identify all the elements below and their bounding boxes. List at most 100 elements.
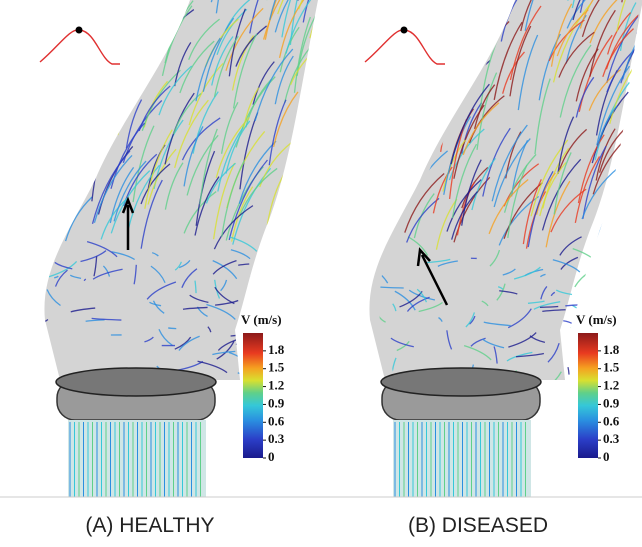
streamline xyxy=(311,337,338,346)
colorbar-tick-label: 1.8 xyxy=(268,342,285,357)
streamline xyxy=(50,8,68,51)
streamline xyxy=(49,116,74,188)
streamline xyxy=(603,182,621,228)
streamline xyxy=(23,350,40,359)
streamline xyxy=(85,14,108,79)
streamline xyxy=(54,57,82,102)
streamline xyxy=(589,275,618,280)
streamline xyxy=(67,89,99,162)
streamline xyxy=(563,321,571,324)
colorbar-tick-label: 1.2 xyxy=(603,378,619,393)
streamline xyxy=(51,113,81,169)
inset-dot xyxy=(401,27,408,34)
streamline xyxy=(289,259,290,277)
streamline xyxy=(636,372,642,374)
valve-top xyxy=(56,368,216,396)
caption: (B) DISEASED xyxy=(408,514,548,537)
colorbar xyxy=(578,333,598,458)
streamline xyxy=(297,256,323,264)
streamline xyxy=(90,15,114,83)
streamline xyxy=(312,13,343,58)
streamline xyxy=(49,131,64,209)
streamline xyxy=(370,165,392,212)
streamline xyxy=(456,14,481,67)
streamline xyxy=(392,43,416,83)
colorbar-tick-label: 1.5 xyxy=(268,360,285,375)
streamline xyxy=(601,295,609,313)
streamline xyxy=(404,0,422,15)
streamline xyxy=(367,367,380,384)
colorbar-title: V (m/s) xyxy=(241,312,282,327)
streamline xyxy=(637,132,642,178)
streamline xyxy=(385,69,412,119)
streamline xyxy=(145,0,165,53)
streamline xyxy=(619,267,639,281)
streamline xyxy=(81,101,103,147)
colorbar-tick-label: 0 xyxy=(603,449,610,464)
streamline xyxy=(591,266,602,268)
streamline xyxy=(633,60,642,139)
streamline xyxy=(250,276,258,284)
streamline xyxy=(291,359,311,378)
streamline xyxy=(86,97,110,154)
streamline xyxy=(399,107,423,182)
streamline xyxy=(303,167,323,217)
streamline xyxy=(149,0,174,5)
streamline xyxy=(295,295,299,309)
streamline xyxy=(65,0,83,22)
streamline xyxy=(98,0,115,21)
streamline xyxy=(48,0,64,31)
colorbar-tick-label: 0 xyxy=(268,449,275,464)
streamline xyxy=(309,298,313,304)
streamline xyxy=(309,343,310,347)
streamline xyxy=(595,203,614,248)
streamline xyxy=(53,120,92,177)
streamline xyxy=(47,237,50,253)
streamline xyxy=(260,267,284,274)
streamline xyxy=(50,13,84,88)
streamline xyxy=(452,0,485,66)
streamline xyxy=(568,367,569,374)
streamline xyxy=(458,0,483,58)
streamline xyxy=(47,145,78,219)
streamline xyxy=(278,301,280,309)
streamline xyxy=(135,27,152,79)
streamline xyxy=(282,178,305,248)
streamline xyxy=(298,307,299,324)
streamline xyxy=(431,25,463,94)
colorbar xyxy=(243,333,263,458)
streamline xyxy=(315,108,343,181)
streamline xyxy=(285,189,309,245)
streamline xyxy=(445,0,477,19)
streamline xyxy=(618,286,641,304)
streamline xyxy=(51,108,66,164)
streamline xyxy=(280,331,283,341)
streamline xyxy=(290,318,303,330)
streamline xyxy=(285,325,295,332)
streamline xyxy=(368,167,399,236)
streamline xyxy=(425,0,442,28)
colorbar-tick-label: 0.6 xyxy=(603,413,620,428)
streamline xyxy=(309,257,327,270)
streamline xyxy=(317,87,356,166)
streamline xyxy=(32,319,48,326)
colorbar-tick-label: 0.3 xyxy=(603,431,620,446)
streamline xyxy=(85,8,110,87)
colorbar-tick-label: 0.9 xyxy=(268,395,285,410)
streamline xyxy=(265,249,276,252)
streamline xyxy=(299,129,319,193)
streamline xyxy=(294,186,326,240)
inset-curve xyxy=(365,30,445,64)
flow-illustrations xyxy=(23,0,642,497)
streamline xyxy=(401,0,434,30)
streamline xyxy=(43,375,52,378)
streamline xyxy=(311,166,333,215)
streamline xyxy=(88,0,119,30)
streamline xyxy=(448,0,479,33)
streamline xyxy=(116,0,142,16)
streamline xyxy=(590,300,597,307)
streamline xyxy=(606,274,625,288)
colorbar-tick-label: 1.5 xyxy=(603,360,620,375)
streamline xyxy=(373,150,394,227)
streamline xyxy=(129,0,156,47)
